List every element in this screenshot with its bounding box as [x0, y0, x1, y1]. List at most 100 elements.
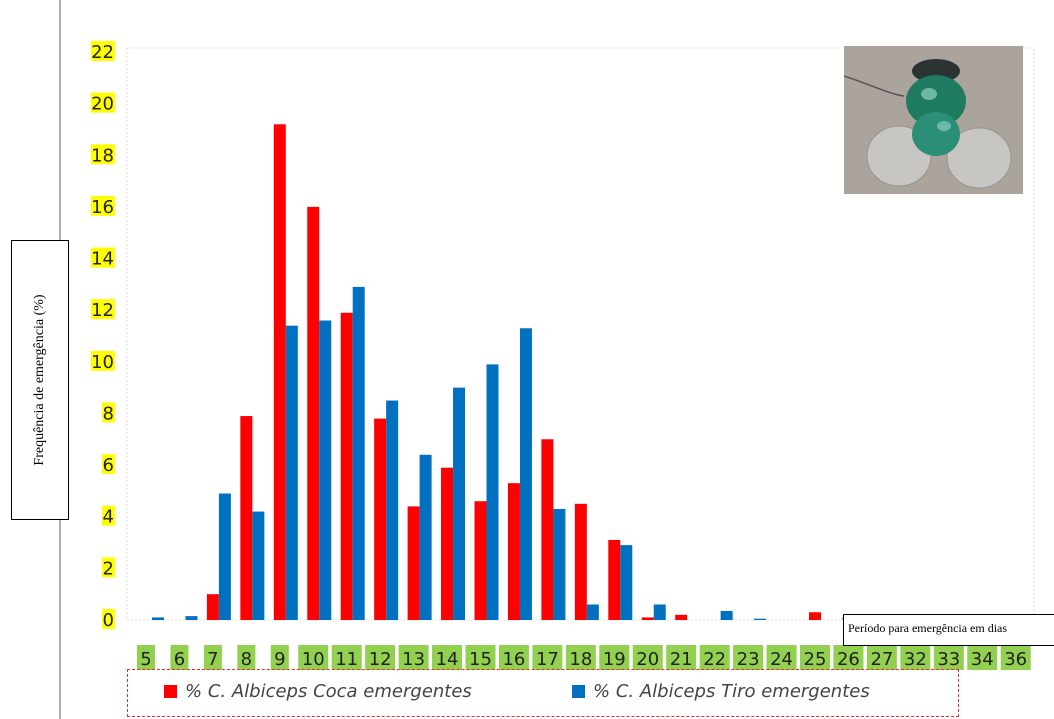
x-tick-label: 27 [870, 649, 893, 670]
bar-coca [608, 539, 621, 620]
x-tick-label: 20 [636, 649, 659, 670]
y-tick-highlight [102, 557, 115, 578]
x-tick-label: 26 [837, 649, 860, 670]
x-axis-label: Período para emergência em dias [843, 614, 1054, 646]
x-tick-label: 19 [603, 649, 626, 670]
x-tick-label: 12 [369, 649, 392, 670]
x-tick-label: 9 [274, 649, 285, 670]
bar-coca [273, 124, 286, 621]
chart-legend: % C. Albiceps Coca emergentes % C. Albic… [127, 669, 959, 717]
y-tick-highlight [102, 402, 115, 423]
bar-tiro [754, 618, 767, 620]
y-tick-highlight [91, 41, 115, 61]
bar-tiro [319, 320, 332, 620]
y-tick-highlight [91, 299, 115, 320]
y-tick-highlight [91, 195, 115, 216]
x-tick-label: 16 [502, 649, 525, 670]
y-tick-label: 8 [103, 403, 114, 424]
x-tick-label: 21 [670, 649, 693, 670]
x-tick-label: 15 [469, 649, 492, 670]
x-tick-highlight [432, 645, 463, 670]
bar-tiro [152, 617, 164, 620]
x-tick-highlight [733, 645, 764, 670]
x-tick-label: 18 [569, 649, 592, 670]
bar-tiro [486, 364, 499, 620]
y-tick-label: 4 [103, 507, 114, 528]
bar-tiro [453, 387, 466, 620]
bar-coca [374, 418, 387, 620]
bar-tiro [720, 610, 733, 620]
bar-coca [441, 467, 454, 620]
y-tick-highlight [102, 454, 115, 475]
x-tick-highlight [699, 645, 730, 670]
x-tick-label: 22 [703, 649, 726, 670]
bar-coca [240, 416, 253, 620]
x-tick-label: 25 [804, 649, 827, 670]
x-tick-label: 7 [207, 649, 218, 670]
x-tick-label: 24 [770, 649, 793, 670]
y-tick-highlight [102, 505, 115, 526]
x-tick-highlight [565, 645, 596, 670]
x-tick-highlight [298, 645, 329, 670]
legend-label-coca: % C. Albiceps Coca emergentes [185, 681, 472, 702]
x-tick-highlight [933, 645, 964, 670]
x-tick-label: 10 [302, 649, 325, 670]
x-tick-label: 23 [737, 649, 760, 670]
x-tick-highlight [203, 645, 222, 670]
x-tick-highlight [137, 645, 155, 670]
bar-tiro [185, 616, 198, 620]
x-tick-label: 6 [174, 649, 185, 670]
x-tick-highlight [599, 645, 630, 670]
legend-item-coca: % C. Albiceps Coca emergentes [164, 681, 472, 702]
y-tick-label: 0 [103, 610, 114, 631]
legend-label-tiro: % C. Albiceps Tiro emergentes [593, 681, 870, 702]
x-tick-highlight [532, 645, 563, 670]
bar-coca [675, 614, 688, 620]
x-tick-label: 32 [904, 649, 927, 670]
bar-tiro [218, 493, 231, 620]
y-tick-label: 10 [91, 352, 114, 373]
x-tick-highlight [632, 645, 663, 670]
y-tick-label: 20 [91, 94, 114, 115]
x-tick-highlight [666, 645, 697, 670]
x-tick-label: 5 [140, 649, 151, 670]
y-tick-highlight [102, 609, 115, 629]
bar-tiro [653, 604, 666, 620]
legend-swatch-red [164, 685, 177, 698]
x-tick-highlight [465, 645, 496, 670]
bar-tiro [620, 545, 633, 620]
y-axis-label-box: Frequência de emergência (%) [11, 240, 69, 520]
bar-tiro [586, 604, 599, 620]
bar-coca [206, 594, 219, 620]
x-tick-highlight [498, 645, 529, 670]
x-tick-label: 14 [436, 649, 459, 670]
y-axis-label: Frequência de emergência (%) [32, 294, 47, 466]
y-tick-label: 18 [91, 145, 114, 166]
bar-coca [641, 617, 654, 620]
x-tick-highlight [866, 645, 897, 670]
bar-coca [340, 312, 353, 620]
bar-tiro [352, 286, 365, 620]
y-tick-highlight [91, 350, 115, 371]
x-tick-label: 34 [971, 649, 994, 670]
bar-coca [541, 439, 554, 620]
x-tick-label: 13 [402, 649, 425, 670]
x-tick-label: 17 [536, 649, 559, 670]
x-tick-highlight [331, 645, 362, 670]
y-tick-label: 12 [91, 300, 114, 321]
legend-item-tiro: % C. Albiceps Tiro emergentes [572, 681, 870, 702]
bar-tiro [419, 454, 432, 620]
x-tick-highlight [833, 645, 864, 670]
y-tick-label: 6 [103, 455, 114, 476]
x-tick-highlight [900, 645, 931, 670]
y-tick-label: 14 [91, 249, 114, 270]
bar-coca [574, 503, 587, 620]
x-tick-highlight [800, 645, 830, 670]
bar-tiro [519, 328, 532, 620]
x-tick-highlight [967, 645, 998, 670]
bar-coca [809, 612, 821, 620]
x-tick-label: 8 [241, 649, 252, 670]
x-tick-label: 33 [937, 649, 960, 670]
y-tick-highlight [91, 247, 115, 268]
